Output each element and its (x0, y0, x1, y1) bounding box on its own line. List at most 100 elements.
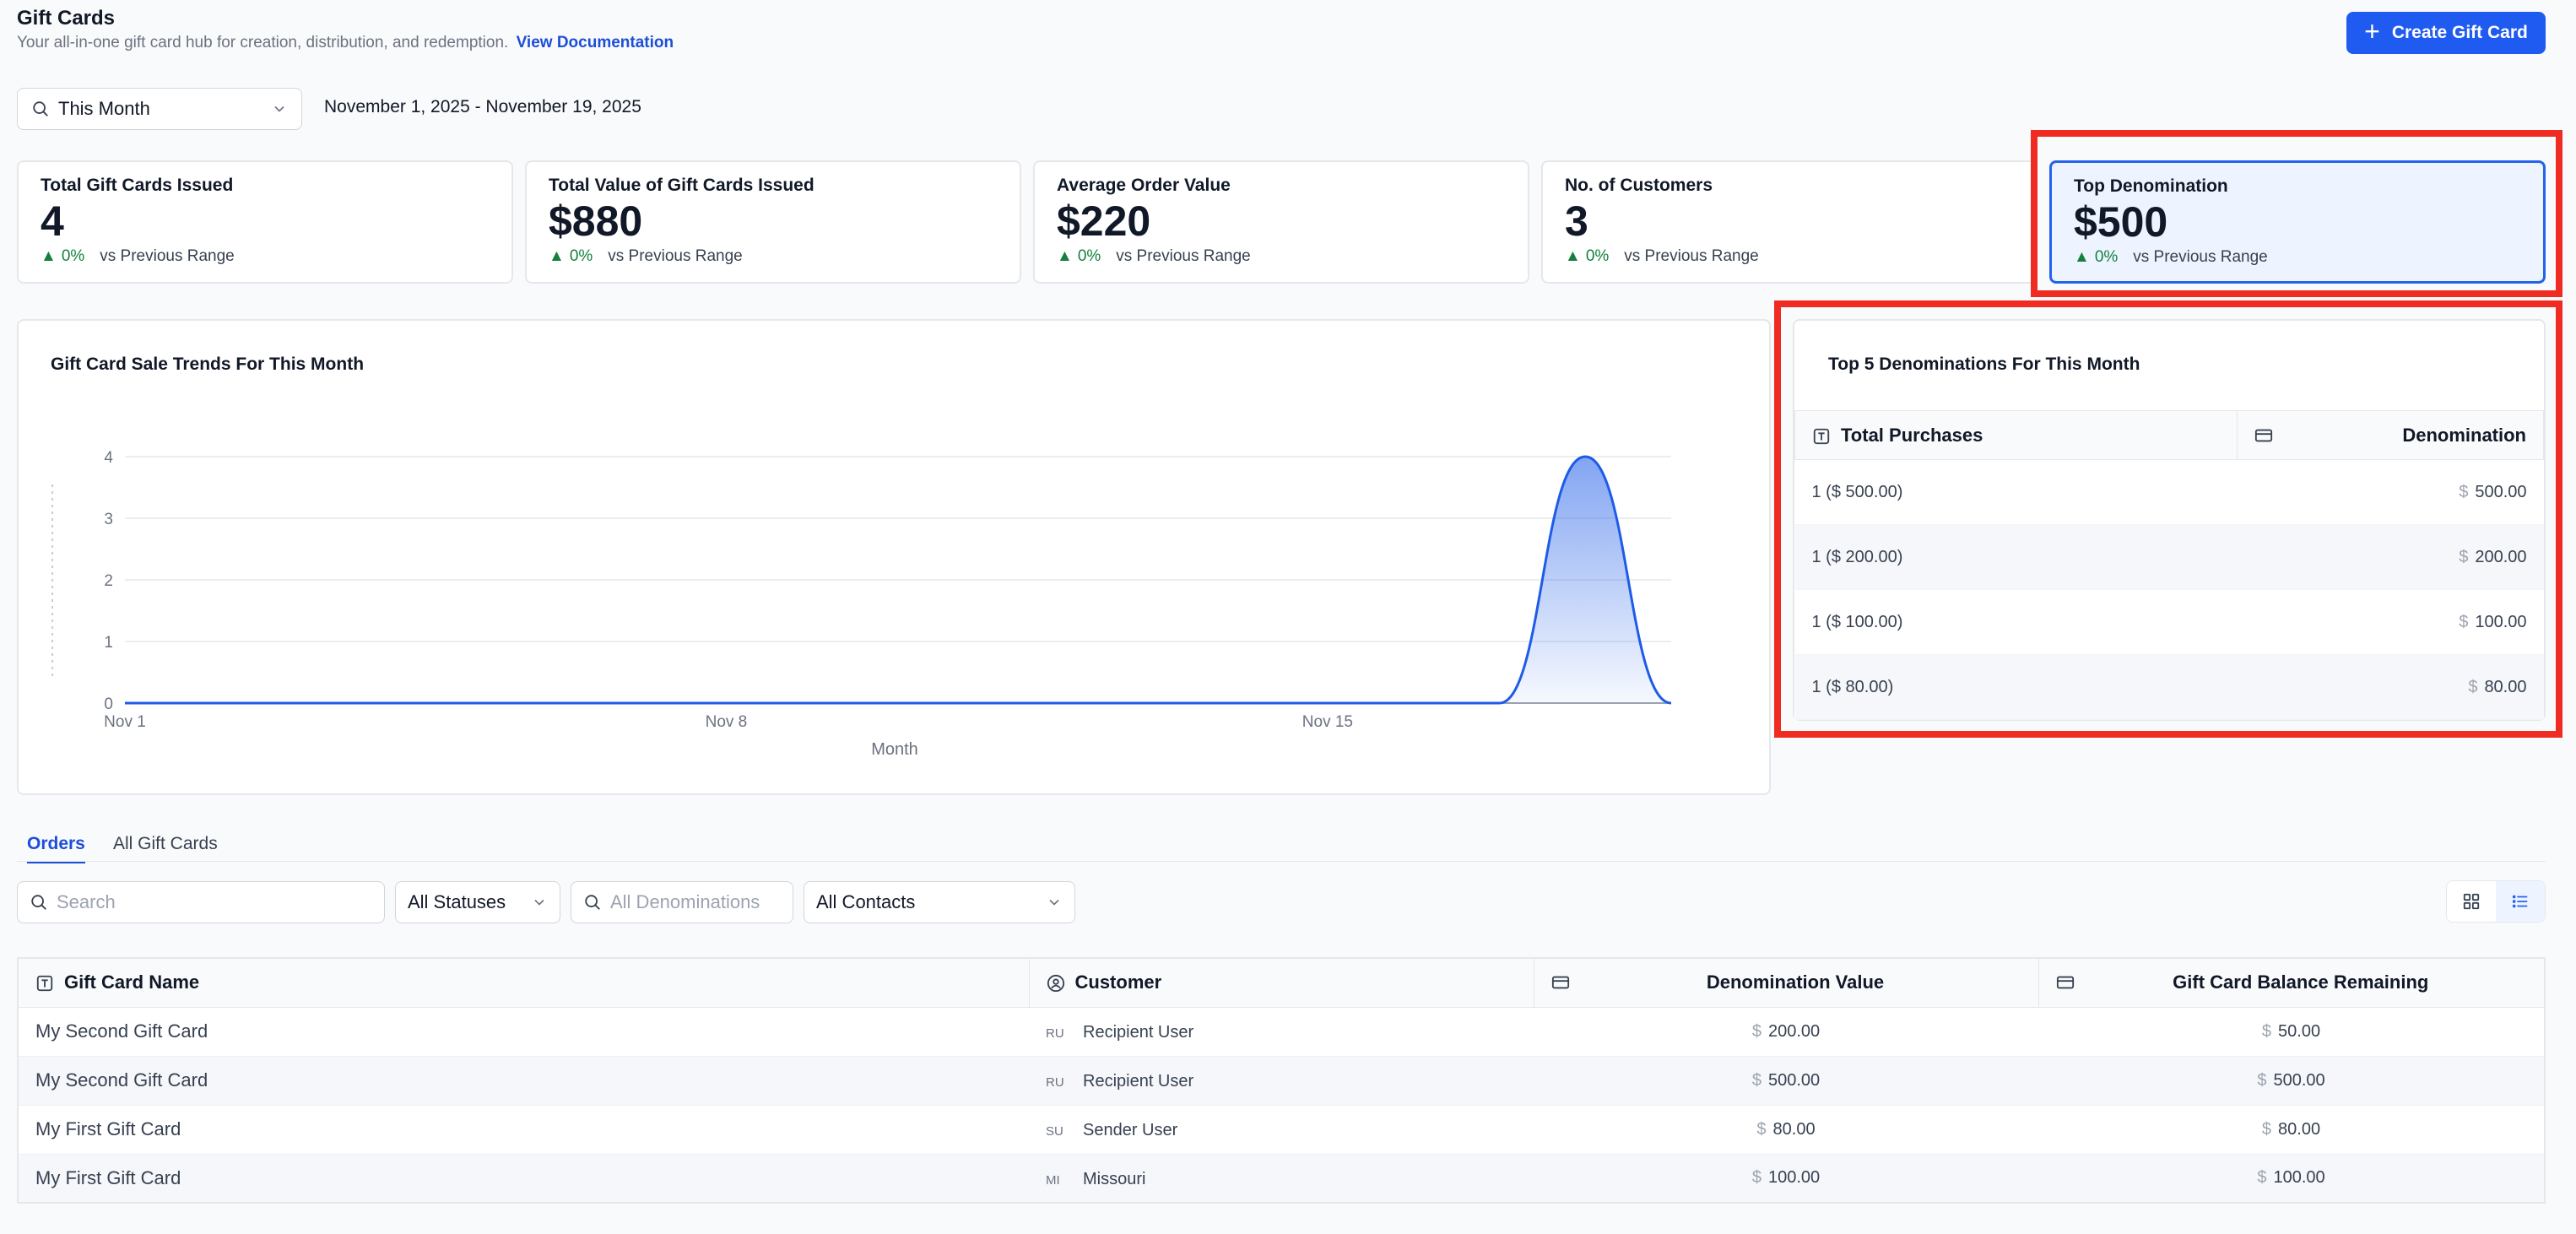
customer-name: Recipient User (1083, 1023, 1194, 1042)
gift-card-name-cell: My Second Gift Card (18, 1056, 1029, 1106)
stat-card-total-value: Total Value of Gift Cards Issued $880 ▲ 0… (525, 160, 1021, 284)
up-arrow-icon: ▲ (549, 246, 565, 265)
stat-value: $880 (549, 198, 643, 245)
search-icon (33, 101, 48, 116)
y-tick-label: 4 (104, 449, 113, 467)
currency-symbol: $ (2459, 482, 2469, 501)
currency-symbol: $ (2459, 547, 2469, 566)
date-range-select[interactable]: This Month (17, 88, 302, 130)
stat-card-customers: No. of Customers 3 ▲ 0% vs Previous Range (1541, 160, 2038, 284)
column-label: Total Purchases (1841, 424, 1983, 446)
denomination-row: 1 ($ 100.00) $100.00 (1794, 589, 2544, 655)
grid-view-button[interactable] (2447, 881, 2496, 922)
date-range-value: This Month (58, 98, 150, 119)
denomination-value-cell: 200.00 (1767, 1021, 1821, 1041)
y-tick-label: 2 (104, 572, 113, 590)
create-gift-card-button[interactable]: + Create Gift Card (2346, 12, 2546, 54)
column-denomination[interactable]: Denomination (2237, 410, 2544, 460)
denomination-placeholder: All Denominations (610, 891, 760, 912)
column-denomination-value[interactable]: Denomination Value (1533, 957, 2039, 1008)
avatar: SU (1046, 1124, 1063, 1139)
denomination-row: 1 ($ 80.00) $80.00 (1794, 654, 2544, 720)
currency-symbol: $ (2468, 677, 2478, 696)
x-tick-label: Nov 15 (1302, 713, 1353, 731)
balance-cell: 100.00 (2273, 1168, 2325, 1188)
denomination-value-cell: 500.00 (1767, 1070, 1821, 1090)
table-row[interactable]: My First Gift Card SU Sender User $80.00 … (18, 1105, 2545, 1155)
column-customer[interactable]: Customer (1028, 957, 1534, 1008)
plus-icon: + (2364, 16, 2380, 46)
purchases-cell: 1 ($ 500.00) (1794, 459, 2238, 525)
tab-all-gift-cards[interactable]: All Gift Cards (113, 834, 218, 853)
chevron-down-icon (534, 899, 544, 906)
gift-card-name-cell: My First Gift Card (18, 1154, 1029, 1204)
search-placeholder: Search (57, 891, 116, 912)
denominations-table: Total Purchases Denomination 1 ($ 500.00… (1794, 410, 2544, 720)
stat-change: 0% (1585, 246, 1610, 265)
stat-value: $500 (2074, 198, 2168, 246)
purchases-cell: 1 ($ 200.00) (1794, 524, 2238, 590)
denomination-row: 1 ($ 500.00) $500.00 (1794, 459, 2544, 525)
stat-compare: vs Previous Range (608, 246, 743, 265)
sales-trend-chart: 0 1 2 3 4 Nov 1 Nov 8 Nov 15 Month (51, 449, 1672, 759)
card-icon (2254, 429, 2273, 441)
stat-title: Average Order Value (1057, 176, 1231, 195)
stat-change: 0% (569, 246, 593, 265)
stat-compare: vs Previous Range (100, 246, 235, 265)
page-subtitle: Your all-in-one gift card hub for creati… (17, 34, 674, 52)
purchases-cell: 1 ($ 80.00) (1794, 654, 2238, 720)
stat-card-total-issued: Total Gift Cards Issued 4 ▲ 0% vs Previous… (17, 160, 513, 284)
denomination-filter-input[interactable]: All Denominations (571, 881, 793, 923)
amount-cell: 80.00 (2484, 677, 2527, 696)
gift-card-name-cell: My First Gift Card (18, 1105, 1029, 1155)
stat-title: Top Denomination (2074, 176, 2228, 196)
tab-orders[interactable]: Orders (27, 834, 85, 863)
table-row[interactable]: My Second Gift Card RU Recipient User $20… (18, 1007, 2545, 1057)
avatar: RU (1046, 1075, 1064, 1090)
y-tick-label: 1 (104, 634, 113, 652)
status-value: All Statuses (408, 891, 506, 912)
customer-name: Missouri (1083, 1169, 1146, 1188)
chart-x-axis-label: Month (871, 740, 918, 759)
x-tick-label: Nov 1 (104, 713, 146, 731)
table-row[interactable]: My Second Gift Card RU Recipient User $50… (18, 1056, 2545, 1106)
search-input[interactable]: Search (17, 881, 385, 923)
stat-change: 0% (61, 246, 85, 265)
list-view-button[interactable] (2496, 881, 2545, 922)
column-label: Gift Card Name (64, 972, 200, 993)
stat-change: 0% (2094, 247, 2119, 266)
view-documentation-link[interactable]: View Documentation (516, 34, 674, 51)
orders-table: Gift Card Name Customer Denomination Val… (17, 957, 2546, 1204)
column-total-purchases[interactable]: Total Purchases (1794, 410, 2238, 460)
grid-icon (2463, 893, 2480, 910)
tabs-divider (17, 861, 2546, 862)
amount-cell: 100.00 (2475, 612, 2527, 631)
column-gift-card-name[interactable]: Gift Card Name (17, 957, 1030, 1008)
stat-card-top-denomination[interactable]: Top Denomination $500 ▲ 0% vs Previous Ran… (2049, 160, 2546, 284)
up-arrow-icon: ▲ (2074, 247, 2090, 266)
y-tick-label: 3 (104, 511, 113, 528)
column-balance-remaining[interactable]: Gift Card Balance Remaining (2038, 957, 2546, 1008)
series-line (124, 455, 1672, 705)
currency-symbol: $ (2459, 612, 2469, 631)
sales-trend-panel (17, 319, 1771, 795)
table-row[interactable]: My First Gift Card MI Missouri $100.00 $1… (18, 1154, 2545, 1204)
currency-symbol: $ (2257, 1070, 2267, 1090)
contacts-select[interactable]: All Contacts (804, 881, 1075, 923)
amount-cell: 500.00 (2475, 482, 2527, 501)
text-type-icon (36, 976, 53, 992)
purchases-cell: 1 ($ 100.00) (1794, 589, 2238, 655)
column-label: Denomination Value (1706, 972, 1885, 993)
denomination-row: 1 ($ 200.00) $200.00 (1794, 524, 2544, 590)
column-label: Gift Card Balance Remaining (2173, 972, 2429, 993)
avatar: RU (1046, 1026, 1064, 1041)
gift-card-name-cell: My Second Gift Card (18, 1007, 1029, 1057)
stat-compare: vs Previous Range (2133, 247, 2268, 266)
contacts-value: All Contacts (816, 891, 916, 912)
page-title: Gift Cards (17, 7, 116, 30)
customer-name: Sender User (1083, 1121, 1178, 1139)
view-toggle (2446, 880, 2546, 923)
stat-value: 4 (41, 198, 64, 245)
denominations-title: Top 5 Denominations For This Month (1828, 355, 2140, 374)
status-select[interactable]: All Statuses (395, 881, 560, 923)
